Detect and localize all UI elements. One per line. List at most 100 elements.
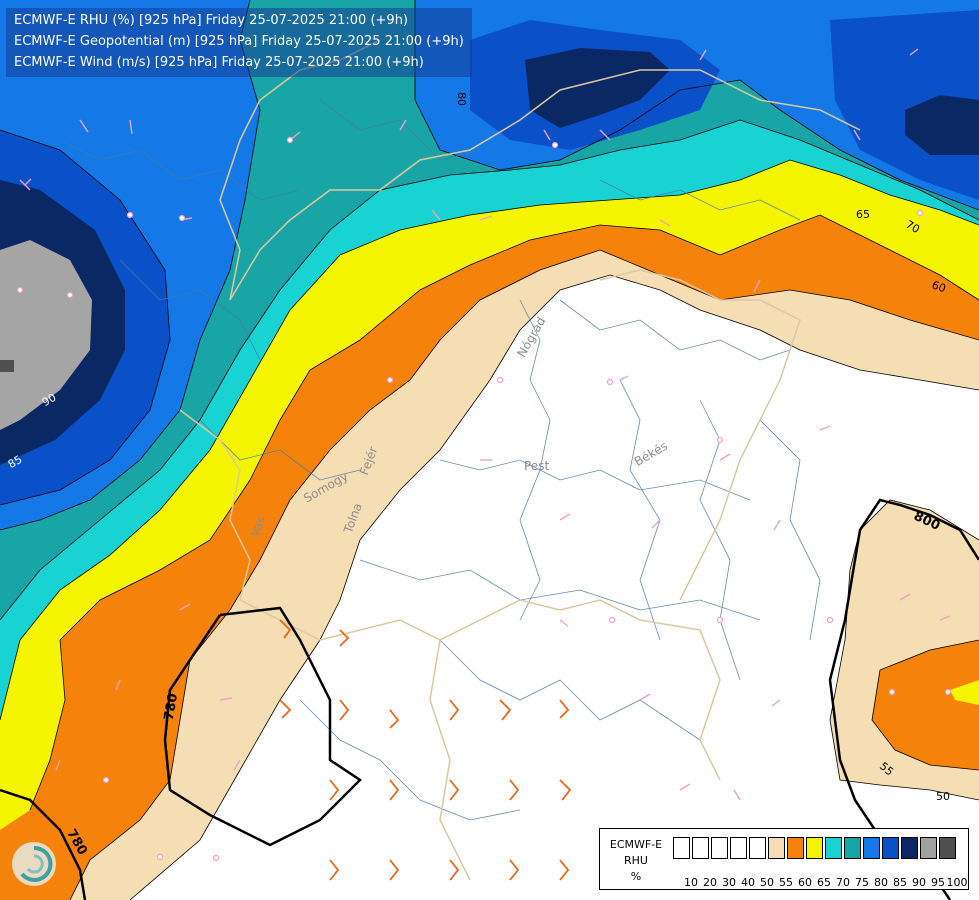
wind-barb	[431, 209, 441, 221]
wind-barb	[909, 48, 919, 56]
rh-label-85: 85	[6, 453, 25, 471]
wind-barb	[559, 619, 569, 627]
station-dot	[126, 211, 134, 219]
rh-label-90: 90	[40, 391, 59, 409]
county-border	[359, 559, 761, 621]
rh-95-west-zone	[0, 240, 92, 430]
map-title-box: ECMWF-E RHU (%) [925 hPa] Friday 25-07-2…	[6, 8, 472, 77]
wind-barb	[719, 453, 731, 461]
rh-70-contour	[0, 119, 979, 621]
wind-barb	[559, 779, 572, 801]
wind-barb	[329, 779, 340, 801]
county-border	[299, 699, 521, 821]
wind-barb	[733, 789, 741, 801]
county-border	[559, 299, 791, 361]
geopotential-780-contour	[0, 788, 87, 900]
rh-east-contour	[829, 499, 979, 801]
station-dot	[916, 209, 924, 217]
legend-swatch	[692, 837, 709, 859]
geopotential-780-contour	[163, 606, 362, 847]
wind-barb	[389, 709, 400, 729]
wind-barb	[19, 178, 32, 191]
county-border	[619, 379, 661, 641]
legend-swatch	[920, 837, 937, 859]
rh-90-north-zone	[525, 48, 979, 155]
country-border	[599, 269, 801, 601]
wind-barbs-orange	[279, 619, 572, 881]
wind-barb	[773, 519, 781, 531]
wind-barb	[659, 219, 671, 227]
rh-label-70: 70	[903, 218, 922, 236]
legend-tick-label: 85	[893, 876, 907, 889]
station-dot	[944, 688, 952, 696]
wind-barb	[179, 603, 191, 611]
legend-swatch	[882, 837, 899, 859]
legend-model: ECMWF-E	[609, 838, 663, 851]
wind-barb	[939, 615, 951, 621]
wind-barb	[449, 699, 460, 721]
rh-50-contour	[129, 274, 979, 900]
legend-swatch	[825, 837, 842, 859]
wind-barb	[399, 119, 407, 131]
rh-65-contour	[0, 159, 979, 721]
station-dot	[888, 688, 896, 696]
legend-tick-label: 65	[817, 876, 831, 889]
wind-barb	[819, 425, 831, 431]
wind-barb	[389, 779, 400, 801]
legend-tick-label: 30	[722, 876, 736, 889]
wind-barb	[899, 593, 911, 601]
wind-barb	[55, 759, 61, 771]
legend-tick-label: 50	[760, 876, 774, 889]
wind-barb	[339, 629, 350, 647]
legend-tick-label: 40	[741, 876, 755, 889]
legend-variable: RHU	[624, 854, 648, 867]
rh-label-65: 65	[856, 208, 870, 221]
wind-barb	[619, 375, 629, 381]
region-label-pest: Pest	[524, 459, 549, 473]
legend-tick-label: 90	[912, 876, 926, 889]
wind-barb	[699, 49, 707, 61]
wind-barb	[639, 693, 651, 701]
legend-unit: %	[630, 870, 642, 883]
legend-title: ECMWF-E RHU %	[606, 837, 666, 885]
station-dot	[826, 616, 834, 624]
wind-barb	[449, 859, 460, 881]
wind-barb	[599, 129, 611, 141]
county-border	[759, 419, 821, 641]
title-geopotential: ECMWF-E Geopotential (m) [925 hPa] Frida…	[14, 34, 464, 49]
wind-barb	[279, 619, 292, 639]
rh-north-contour	[414, 0, 979, 211]
title-wind: ECMWF-E Wind (m/s) [925 hPa] Friday 25-0…	[14, 55, 424, 70]
wind-barb	[679, 783, 691, 791]
county-border	[519, 299, 551, 621]
wind-barb	[233, 759, 241, 771]
rh-east-inner-contour	[871, 639, 979, 771]
wind-barb	[559, 699, 570, 719]
rh-label-50: 50	[936, 790, 950, 803]
title-rhu: ECMWF-E RHU (%) [925 hPa] Friday 25-07-2…	[14, 13, 408, 28]
region-label-vas: Vas	[248, 515, 268, 539]
wind-barb	[509, 779, 520, 801]
rh-100-west-spot	[0, 360, 14, 372]
county-border	[439, 459, 751, 501]
wind-barb	[771, 699, 781, 707]
station-dot	[716, 616, 724, 624]
wind-barb	[543, 129, 551, 141]
legend-swatch	[730, 837, 747, 859]
wind-barb	[339, 699, 350, 721]
color-scale-legend: ECMWF-E RHU % 10 20 30 40 50 55 60 65 70 75 80 85 90…	[599, 828, 969, 890]
geopotential-label-780: 780	[162, 692, 181, 721]
wind-barb	[79, 119, 89, 133]
wind-barb	[651, 519, 661, 529]
wind-barb	[499, 699, 512, 721]
station-dot	[496, 376, 504, 384]
rh-85-contour	[0, 129, 171, 506]
rh-60-contour	[29, 214, 979, 811]
wind-barbs	[19, 48, 951, 801]
rh-label-60: 60	[930, 278, 948, 295]
legend-tick-label: 95	[931, 876, 945, 889]
legend-swatch	[787, 837, 804, 859]
wind-barb	[449, 779, 460, 801]
